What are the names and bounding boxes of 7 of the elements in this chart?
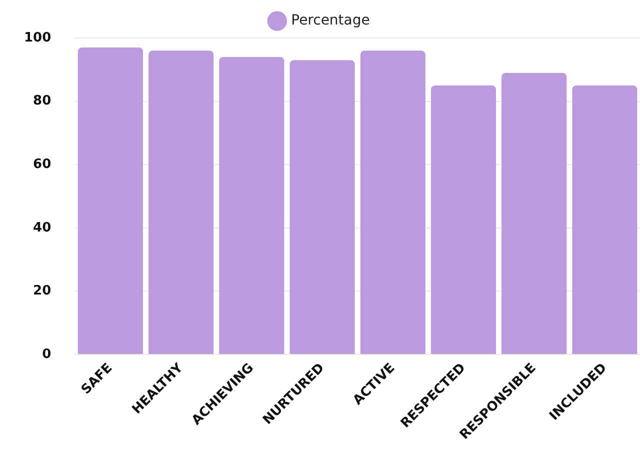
legend-label: Percentage: [291, 12, 370, 29]
y-tick-label: 40: [33, 220, 52, 236]
y-tick-label: 100: [24, 30, 52, 46]
y-tick-label: 0: [42, 346, 52, 362]
y-tick-label: 20: [33, 284, 52, 299]
y-tick-label: 60: [33, 157, 52, 172]
y-tick-label: 80: [33, 94, 52, 109]
